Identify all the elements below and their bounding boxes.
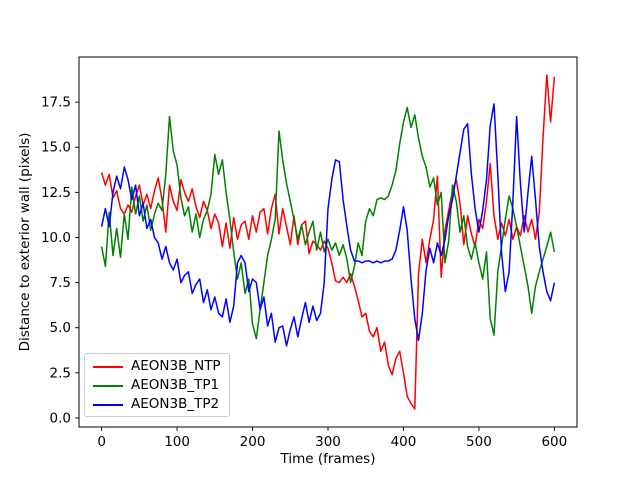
legend-entry: AEON3B_NTP: [93, 357, 223, 376]
x-tick-label: 400: [391, 434, 417, 450]
legend-line-sample-green: [93, 384, 123, 387]
x-tick-label: 200: [240, 434, 266, 450]
y-tick-label: 0.0: [50, 410, 71, 426]
x-tick-label: 500: [466, 434, 492, 450]
x-tick-label: 600: [541, 434, 567, 450]
legend-line-sample-blue: [93, 403, 123, 406]
y-axis-label: Distance to exterior wall (pixels): [17, 133, 33, 352]
legend-entry: AEON3B_TP1: [93, 376, 223, 395]
x-tick-label: 0: [97, 434, 106, 450]
y-tick-label: 17.5: [41, 95, 71, 111]
legend-line-sample-red: [93, 365, 123, 368]
x-axis-label: Time (frames): [280, 451, 376, 467]
y-tick-label: 5.0: [50, 320, 71, 336]
x-tick-label: 300: [315, 434, 341, 450]
plot-border: [78, 56, 578, 428]
legend-label: AEON3B_TP1: [131, 376, 220, 393]
series-line-AEON3B_TP1: [100, 106, 556, 340]
y-tick-label: 7.5: [50, 275, 71, 291]
legend-label: AEON3B_NTP: [131, 357, 221, 374]
y-tick-label: 15.0: [41, 140, 71, 156]
y-tick-label: 10.0: [41, 230, 71, 246]
series-line-AEON3B_NTP: [100, 74, 556, 410]
legend-entry: AEON3B_TP2: [93, 395, 223, 414]
series-line-AEON3B_TP2: [100, 103, 556, 347]
x-tick-label: 100: [164, 434, 190, 450]
y-tick-label: 2.5: [50, 365, 71, 381]
y-tick-label: 12.5: [41, 185, 71, 201]
legend-label: AEON3B_TP2: [131, 395, 220, 412]
legend: AEON3B_NTP AEON3B_TP1 AEON3B_TP2: [84, 353, 230, 417]
